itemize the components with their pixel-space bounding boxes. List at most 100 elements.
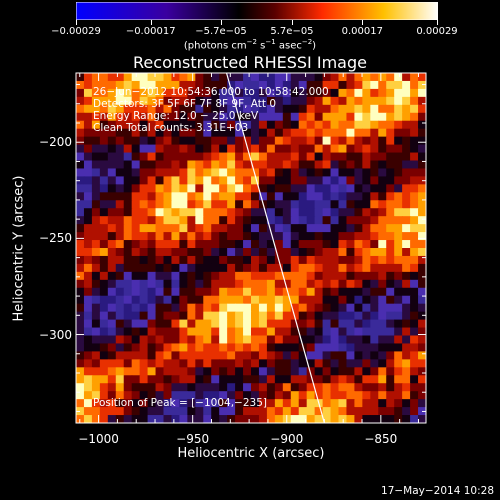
heatmap-cell [203, 287, 212, 297]
heatmap-cell [266, 160, 276, 170]
heatmap-cell [91, 208, 101, 217]
heatmap-cell [131, 192, 141, 201]
heatmap-cell [203, 88, 212, 98]
heatmap-cell [322, 271, 332, 281]
heatmap-cell [211, 399, 220, 408]
heatmap-cell [171, 375, 181, 384]
heatmap-cell [354, 287, 363, 297]
heatmap-cell [99, 295, 109, 305]
heatmap-cell [211, 359, 220, 368]
heatmap-cell [346, 375, 356, 384]
heatmap-cell [370, 303, 379, 313]
heatmap-cell [107, 335, 117, 345]
heatmap-cell [346, 128, 356, 138]
heatmap-cell [107, 391, 117, 400]
heatmap-cell [378, 232, 387, 241]
heatmap-cell [211, 192, 220, 201]
heatmap-cell [203, 176, 212, 185]
heatmap-cell [314, 407, 324, 416]
heatmap-cell [274, 383, 284, 392]
heatmap-cell [235, 367, 244, 376]
heatmap-cell [258, 144, 268, 154]
heatmap-cell [418, 232, 426, 241]
heatmap-cell [402, 327, 411, 337]
heatmap-cell [266, 335, 276, 345]
heatmap-cell [298, 367, 308, 376]
heatmap-cell [187, 128, 196, 138]
heatmap-cell [147, 271, 157, 281]
heatmap-cell [418, 351, 426, 360]
heatmap-cell [219, 144, 228, 154]
heatmap-cell [171, 144, 181, 154]
heatmap-cell [394, 319, 403, 329]
heatmap-cell [282, 168, 292, 178]
heatmap-cell [266, 73, 276, 82]
heatmap-cell [418, 184, 426, 193]
heatmap-cell [195, 367, 204, 376]
heatmap-cell [243, 327, 252, 337]
heatmap-cell [338, 271, 348, 281]
heatmap-cell [354, 367, 363, 376]
heatmap-cell [91, 144, 101, 154]
heatmap-cell [99, 311, 109, 321]
heatmap-cell [139, 263, 149, 273]
heatmap-cell [290, 80, 300, 90]
heatmap-cell [322, 287, 332, 297]
heatmap-cell [211, 112, 220, 122]
heatmap-cell [107, 216, 117, 225]
heatmap-cell [418, 359, 426, 368]
heatmap-cell [139, 88, 149, 98]
heatmap-cell [211, 136, 220, 146]
heatmap-cell [282, 160, 292, 170]
heatmap-cell [410, 415, 419, 423]
heatmap-cell [179, 287, 188, 297]
heatmap-cell [179, 303, 188, 313]
heatmap-cell [243, 391, 252, 400]
heatmap-cell [219, 208, 228, 217]
heatmap-cell [418, 192, 426, 201]
heatmap-cell [251, 295, 260, 305]
heatmap-cell [282, 128, 292, 138]
heatmap-cell [330, 176, 340, 185]
heatmap-cell [338, 160, 348, 170]
heatmap-cell [314, 343, 324, 353]
heatmap-cell [346, 359, 356, 368]
heatmap-cell [306, 192, 316, 201]
heatmap-cell [258, 335, 268, 345]
heatmap-cell [354, 88, 363, 98]
heatmap-cell [402, 367, 411, 376]
heatmap-cell [370, 88, 379, 98]
heatmap-cell [107, 240, 117, 249]
heatmap-cell [298, 319, 308, 329]
heatmap-cell [306, 144, 316, 154]
heatmap-cell [402, 375, 411, 384]
heatmap-cell [195, 224, 204, 233]
heatmap-cell [155, 327, 165, 337]
heatmap-cell [330, 168, 340, 178]
heatmap-cell [282, 303, 292, 313]
heatmap-cell [354, 391, 363, 400]
heatmap-cell [298, 152, 308, 162]
heatmap-cell [76, 144, 85, 154]
heatmap-cell [290, 136, 300, 146]
heatmap-cell [370, 152, 379, 162]
heatmap-cell [251, 176, 260, 185]
heatmap-cell [266, 80, 276, 90]
heatmap-cell [346, 192, 356, 201]
heatmap-cell [227, 287, 236, 297]
heatmap-cell [338, 176, 348, 185]
heatmap-cell [147, 359, 157, 368]
heatmap-cell [386, 359, 395, 368]
heatmap-cell [187, 248, 196, 257]
heatmap-cell [386, 168, 395, 178]
heatmap-cell [147, 224, 157, 233]
heatmap-cell [91, 303, 101, 313]
heatmap-cell [306, 248, 316, 257]
heatmap-cell [203, 375, 212, 384]
heatmap-cell [251, 216, 260, 225]
heatmap-cell [91, 240, 101, 249]
heatmap-cell [99, 184, 109, 193]
heatmap-cell [115, 200, 125, 209]
heatmap-cell [282, 375, 292, 384]
heatmap-cell [354, 375, 363, 384]
